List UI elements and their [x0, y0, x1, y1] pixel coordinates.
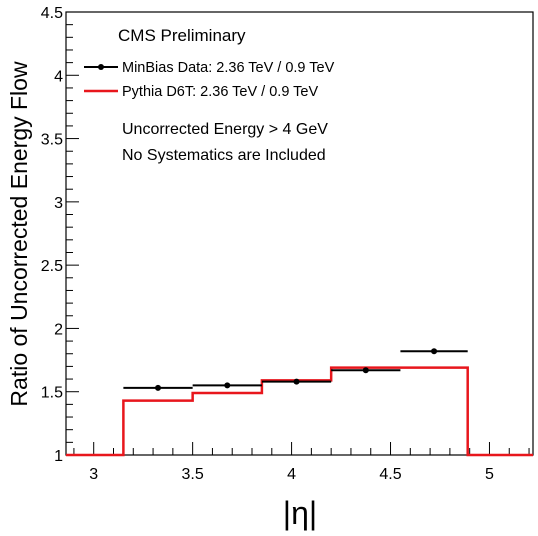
pythia-step-histogram [66, 366, 533, 457]
x-tick-label: 3.5 [182, 466, 204, 483]
x-axis-ticks: 3 3.5 4 4.5 5 [73, 442, 530, 483]
y-tick-label: 2 [54, 321, 63, 338]
data-point [362, 367, 369, 374]
x-tick-label: 4.5 [379, 466, 401, 483]
x-tick-label: 4 [287, 466, 296, 483]
note-systematics: No Systematics are Included [122, 147, 326, 164]
legend-mc-label: Pythia D6T: 2.36 TeV / 0.9 TeV [122, 84, 318, 100]
data-point [293, 378, 300, 385]
y-axis-ticks: 1 1.5 2 2.5 3 3.5 4 4.5 [41, 5, 79, 465]
data-point [431, 348, 438, 355]
y-tick-label: 1 [54, 448, 63, 465]
y-tick-label: 1.5 [41, 385, 63, 402]
x-tick-label: 5 [485, 466, 494, 483]
y-tick-label: 3.5 [41, 132, 63, 149]
x-tick-label: 3 [89, 466, 98, 483]
y-axis-title: Ratio of Uncorrected Energy Flow [6, 61, 32, 407]
plot-frame [65, 11, 534, 456]
y-tick-label: 2.5 [41, 258, 63, 275]
x-axis-title: |η| [283, 495, 317, 531]
note-energy-cut: Uncorrected Energy > 4 GeV [122, 121, 328, 138]
chart-header: CMS Preliminary [118, 26, 246, 45]
y-tick-label: 4.5 [41, 5, 63, 22]
legend: MinBias Data: 2.36 TeV / 0.9 TeV Pythia … [84, 60, 335, 100]
data-point [224, 382, 231, 389]
legend-data-marker [98, 64, 104, 70]
y-tick-label: 4 [54, 68, 63, 85]
data-point [155, 384, 162, 391]
legend-data-label: MinBias Data: 2.36 TeV / 0.9 TeV [122, 60, 335, 76]
y-tick-label: 3 [54, 195, 63, 212]
series-layer [66, 348, 533, 457]
